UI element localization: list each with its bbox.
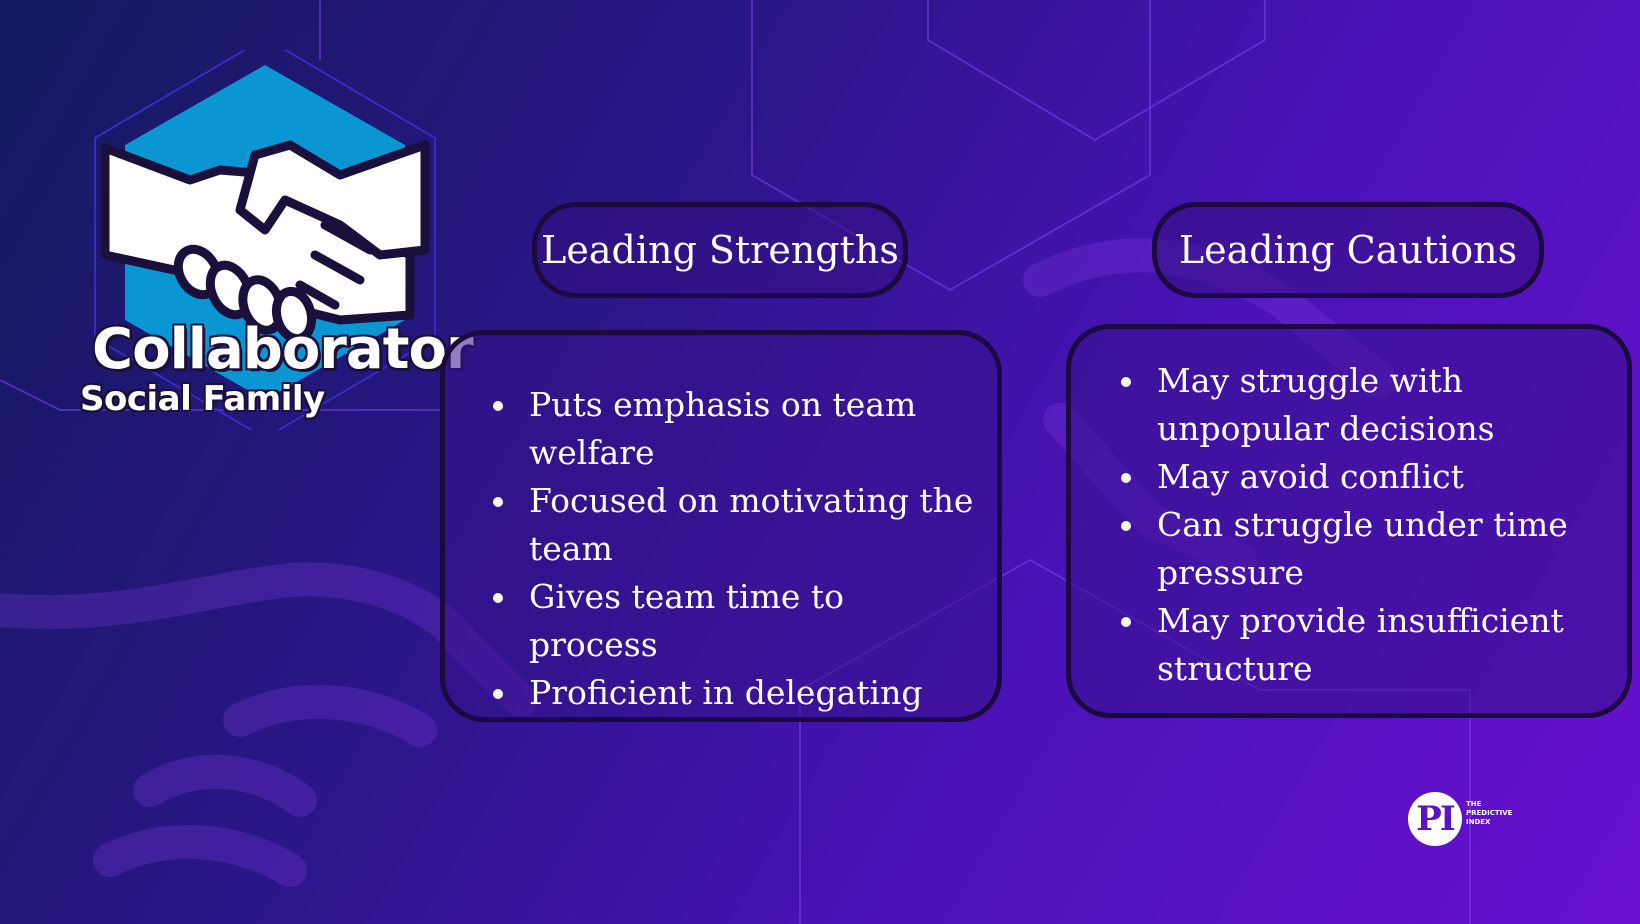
logo-line: THE (1466, 800, 1482, 808)
cautions-item: May provide insufficient structure (1107, 597, 1627, 693)
cautions-panel: May struggle with unpopular decisions Ma… (1066, 324, 1632, 718)
strengths-list: Puts emphasis on team welfare Focused on… (479, 381, 979, 717)
strengths-panel: Puts emphasis on team welfare Focused on… (440, 330, 1002, 722)
cautions-list: May struggle with unpopular decisions Ma… (1107, 357, 1627, 693)
badge-title: Collaborator (92, 317, 474, 382)
strengths-item: Focused on motivating the team (479, 477, 979, 573)
cautions-heading: Leading Cautions (1178, 228, 1518, 272)
logo-line: PREDICTIVE (1466, 809, 1513, 817)
logo-line: INDEX (1466, 818, 1491, 826)
collaborator-badge: Collaborator Social Family (80, 50, 474, 430)
strengths-item: Puts emphasis on team welfare (479, 381, 979, 477)
cautions-item: Can struggle under time pressure (1107, 501, 1627, 597)
badge-subtitle: Social Family (80, 379, 325, 419)
cautions-item: May avoid conflict (1107, 453, 1627, 501)
strengths-heading-pill: Leading Strengths (532, 202, 908, 298)
strengths-item: Gives team time to process (479, 573, 979, 669)
strengths-item: Proficient in delegating (479, 669, 979, 717)
logo-mark: PI (1408, 792, 1462, 846)
cautions-heading-pill: Leading Cautions (1152, 202, 1544, 298)
handshake-icon (100, 140, 430, 344)
logo-wordmark: THE PREDICTIVE INDEX (1466, 800, 1536, 827)
strengths-heading: Leading Strengths (541, 228, 899, 272)
cautions-item: May struggle with unpopular decisions (1107, 357, 1627, 453)
